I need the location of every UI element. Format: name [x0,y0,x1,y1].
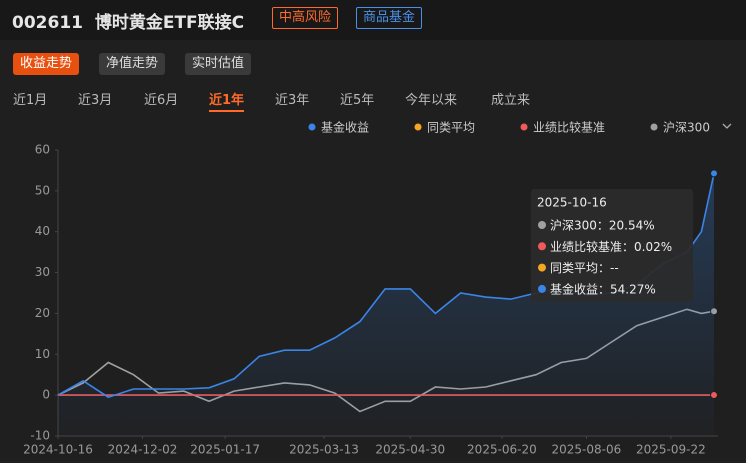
tooltip-box [531,189,693,302]
fund-code: 002611 [12,13,83,33]
legend-label: 沪深300 [663,121,710,135]
x-tick-label: 2025-09-22 [636,443,706,457]
tooltip-item: 业绩比较基准：0.02% [550,239,672,254]
x-tick-label: 2025-08-06 [552,443,622,457]
legend-chevron [722,123,732,129]
header-bar [0,0,746,40]
risk-tag: 中高风险 [272,7,339,29]
y-tick-label: 20 [35,306,50,320]
period[interactable]: 近3年 [275,93,310,108]
tooltip-dot [538,284,546,293]
tooltip-item: 基金收益：54.27% [550,281,656,296]
y-tick-label: 30 [35,265,50,279]
tooltip-date: 2025-10-16 [537,196,607,210]
x-tick-label: 2025-01-17 [190,443,260,457]
x-tick-label: 2025-06-20 [467,443,537,457]
x-tick-label: 2025-03-13 [289,443,359,457]
period[interactable]: 近6月 [144,93,179,108]
tab[interactable]: 收益走势 [13,53,80,75]
tooltip-dot [538,242,546,251]
legend-label: 同类平均 [427,121,475,135]
tooltip-dot [538,221,546,229]
y-tick-label: 50 [35,183,50,197]
area [58,173,714,436]
period[interactable]: 今年以来 [405,93,458,108]
legend-dot [308,123,316,131]
x-tick-label: 2024-12-02 [108,443,178,457]
period[interactable]: 近5年 [340,93,375,108]
period[interactable]: 近3月 [78,93,113,108]
y-tick-label: 0 [42,388,50,402]
period[interactable]: 近1月 [13,93,48,108]
end-point [710,169,718,178]
period[interactable]: 近1年 [209,89,245,112]
y-tick-label: 60 [35,143,50,157]
fund-title: 002611 博时黄金ETF联接C [12,8,244,33]
period[interactable]: 成立来 [491,93,531,108]
type-tag: 商品基金 [356,7,423,29]
tooltip-dot [538,263,546,272]
x-tick-label: 2025-04-30 [375,443,445,457]
tooltip-item: 沪深300：20.54% [550,219,655,233]
legend-label: 基金收益 [321,120,369,135]
legend-dot [414,123,422,131]
y-tick-label: 10 [35,347,50,361]
legend-label: 业绩比较基准 [533,120,605,135]
legend-dot [650,123,658,131]
tab[interactable]: 净值走势 [99,53,166,75]
y-tick-label: -10 [30,429,50,443]
y-tick-label: 40 [35,224,50,238]
tab[interactable]: 实时估值 [185,53,252,75]
fund-name: 博时黄金ETF联接C [94,13,245,33]
x-tick-label: 2024-10-16 [23,443,93,457]
tooltip-item: 同类平均：-- [550,261,619,275]
legend-dot [520,123,528,131]
